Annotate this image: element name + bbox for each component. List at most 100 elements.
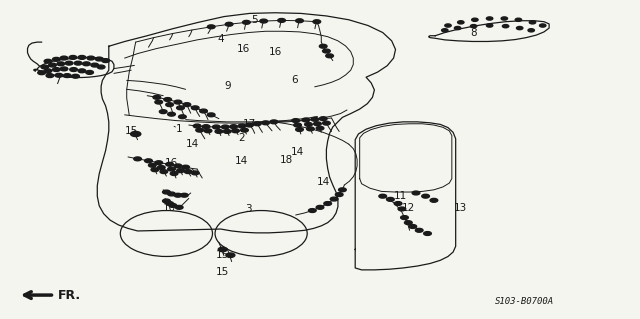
- Circle shape: [458, 21, 464, 24]
- Circle shape: [163, 190, 170, 194]
- Circle shape: [159, 110, 167, 114]
- Circle shape: [44, 69, 52, 73]
- Circle shape: [230, 125, 237, 129]
- Text: 15: 15: [216, 250, 229, 260]
- Text: 14: 14: [236, 156, 248, 166]
- Circle shape: [540, 24, 546, 27]
- Circle shape: [60, 67, 68, 71]
- Circle shape: [262, 121, 269, 125]
- Circle shape: [52, 57, 60, 61]
- Text: 14: 14: [317, 177, 330, 187]
- Circle shape: [316, 126, 324, 130]
- Circle shape: [313, 20, 321, 24]
- Circle shape: [155, 100, 163, 104]
- Text: 1: 1: [176, 124, 182, 134]
- Circle shape: [221, 125, 229, 129]
- Circle shape: [515, 18, 522, 21]
- Circle shape: [78, 56, 86, 59]
- Circle shape: [166, 202, 173, 205]
- Circle shape: [78, 69, 86, 73]
- Circle shape: [319, 44, 327, 48]
- Circle shape: [191, 171, 199, 175]
- Circle shape: [166, 103, 173, 107]
- Circle shape: [486, 24, 493, 27]
- Circle shape: [49, 63, 56, 67]
- Circle shape: [148, 163, 156, 167]
- Circle shape: [502, 25, 509, 28]
- Circle shape: [241, 128, 248, 132]
- Circle shape: [102, 59, 109, 63]
- Text: 8: 8: [470, 27, 477, 38]
- Circle shape: [74, 61, 82, 65]
- Circle shape: [134, 157, 141, 161]
- Circle shape: [311, 117, 319, 121]
- Text: 9: 9: [224, 81, 230, 91]
- Circle shape: [200, 109, 207, 113]
- Circle shape: [260, 19, 268, 23]
- Circle shape: [72, 74, 79, 78]
- Text: 16: 16: [269, 47, 282, 57]
- Circle shape: [41, 65, 49, 69]
- Circle shape: [70, 68, 77, 71]
- Circle shape: [160, 170, 168, 174]
- Circle shape: [314, 122, 321, 126]
- Circle shape: [223, 130, 231, 133]
- Circle shape: [215, 130, 223, 133]
- Circle shape: [308, 209, 316, 212]
- Circle shape: [445, 24, 451, 27]
- Circle shape: [175, 205, 183, 209]
- Circle shape: [65, 61, 73, 65]
- Circle shape: [46, 74, 54, 78]
- Text: 15: 15: [216, 267, 229, 277]
- Circle shape: [424, 232, 431, 235]
- Text: 12: 12: [402, 203, 415, 213]
- Text: 16: 16: [237, 44, 250, 55]
- Text: 13: 13: [454, 203, 467, 213]
- Circle shape: [60, 56, 68, 60]
- Circle shape: [226, 253, 235, 257]
- Circle shape: [169, 204, 177, 207]
- Circle shape: [170, 172, 178, 175]
- Circle shape: [168, 167, 175, 171]
- Circle shape: [52, 68, 60, 71]
- Circle shape: [184, 170, 192, 174]
- Circle shape: [232, 129, 239, 133]
- Circle shape: [238, 124, 246, 128]
- Circle shape: [501, 17, 508, 20]
- Circle shape: [204, 129, 212, 133]
- Text: FR.: FR.: [58, 289, 81, 301]
- Circle shape: [529, 21, 536, 24]
- Circle shape: [55, 73, 63, 77]
- Circle shape: [486, 17, 493, 20]
- Circle shape: [323, 49, 330, 53]
- Text: 10: 10: [163, 203, 176, 213]
- Circle shape: [166, 162, 173, 166]
- Circle shape: [212, 125, 220, 129]
- Circle shape: [131, 131, 141, 137]
- Circle shape: [324, 202, 332, 205]
- Circle shape: [95, 57, 103, 61]
- Circle shape: [323, 121, 330, 125]
- Text: 7: 7: [54, 76, 61, 86]
- Circle shape: [218, 247, 227, 252]
- Circle shape: [339, 188, 346, 192]
- Circle shape: [412, 191, 420, 195]
- Circle shape: [193, 124, 201, 128]
- Circle shape: [202, 125, 210, 129]
- Circle shape: [253, 122, 261, 126]
- Text: 2: 2: [239, 133, 245, 143]
- Circle shape: [174, 164, 182, 168]
- Circle shape: [319, 117, 327, 121]
- Text: 3: 3: [245, 204, 252, 214]
- Circle shape: [296, 128, 303, 131]
- Circle shape: [168, 192, 175, 196]
- Circle shape: [174, 100, 182, 104]
- Circle shape: [196, 128, 204, 132]
- Circle shape: [157, 166, 165, 169]
- Circle shape: [243, 20, 250, 24]
- Circle shape: [430, 198, 438, 202]
- Text: 14: 14: [186, 139, 198, 149]
- Circle shape: [330, 197, 338, 201]
- Circle shape: [305, 122, 312, 126]
- Circle shape: [168, 112, 175, 116]
